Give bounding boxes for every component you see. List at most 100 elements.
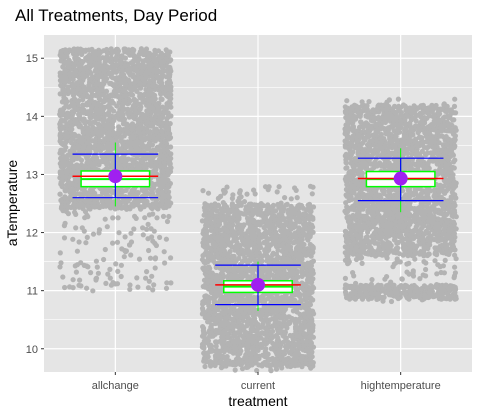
data-point <box>167 64 173 70</box>
data-point <box>114 239 121 245</box>
data-point <box>251 187 257 193</box>
data-point <box>263 316 269 322</box>
data-point <box>59 170 65 176</box>
data-point <box>275 247 281 253</box>
data-point <box>123 82 129 88</box>
data-point <box>90 288 96 294</box>
data-point <box>157 157 163 163</box>
data-point <box>222 318 228 324</box>
data-point <box>200 188 206 194</box>
data-point <box>128 60 134 66</box>
data-point <box>255 211 261 217</box>
data-point <box>63 77 69 83</box>
data-point <box>150 287 156 293</box>
data-point <box>296 316 302 322</box>
data-point <box>66 59 72 65</box>
data-point <box>73 225 79 231</box>
data-point <box>136 256 143 262</box>
data-point <box>248 216 254 222</box>
data-point <box>219 310 225 316</box>
data-point <box>142 156 148 162</box>
data-point <box>119 109 125 115</box>
data-point <box>238 322 244 328</box>
data-point <box>244 191 250 197</box>
data-point <box>146 247 152 254</box>
data-point <box>110 188 116 194</box>
data-point <box>258 202 264 208</box>
data-point <box>251 267 257 273</box>
data-point <box>102 246 108 253</box>
data-point <box>131 65 137 71</box>
data-point <box>140 225 146 231</box>
data-point <box>152 265 158 271</box>
data-point <box>160 213 167 219</box>
data-point <box>230 339 236 345</box>
data-point <box>57 250 63 256</box>
data-point <box>209 343 215 349</box>
data-point <box>105 93 111 99</box>
data-point <box>103 88 110 94</box>
data-point <box>59 110 65 116</box>
data-point <box>144 135 150 141</box>
data-point <box>144 226 150 232</box>
data-point <box>123 187 129 193</box>
data-point <box>60 54 66 60</box>
data-point <box>165 91 171 97</box>
data-point <box>127 72 133 78</box>
data-point <box>73 68 79 74</box>
data-point <box>104 46 110 53</box>
data-point <box>224 184 230 190</box>
data-point <box>254 329 260 335</box>
data-point <box>240 333 246 340</box>
data-point <box>113 261 119 267</box>
data-point <box>264 311 270 318</box>
data-point <box>58 260 64 266</box>
data-point <box>235 216 241 222</box>
data-point <box>250 313 256 319</box>
data-point <box>78 157 85 163</box>
data-point <box>140 99 146 105</box>
data-point <box>128 230 134 236</box>
data-point <box>157 115 163 121</box>
data-point <box>62 194 68 200</box>
data-point <box>64 50 70 56</box>
data-point <box>91 163 97 169</box>
data-point <box>101 256 107 263</box>
data-point <box>148 98 154 104</box>
data-point <box>92 61 98 67</box>
data-point <box>136 130 143 136</box>
data-point <box>150 238 156 244</box>
data-point <box>74 162 80 168</box>
data-point <box>126 142 132 148</box>
data-point <box>134 200 140 206</box>
data-point <box>157 147 163 154</box>
data-point <box>125 198 131 204</box>
data-point <box>104 224 110 230</box>
data-point <box>90 231 97 237</box>
data-point <box>83 198 89 204</box>
data-point <box>80 126 86 132</box>
data-point <box>107 126 113 132</box>
data-point <box>166 79 172 85</box>
data-point <box>135 147 141 153</box>
data-point <box>152 109 158 115</box>
data-point <box>206 307 212 313</box>
data-point <box>151 282 157 288</box>
data-point <box>230 324 236 330</box>
data-point <box>70 285 76 291</box>
data-point <box>111 69 117 75</box>
data-point <box>159 53 165 59</box>
data-point <box>209 279 215 285</box>
data-point <box>266 357 272 363</box>
data-point <box>70 88 76 94</box>
data-point <box>61 157 67 163</box>
data-point <box>272 323 278 329</box>
data-point <box>137 95 143 101</box>
data-point <box>80 47 86 53</box>
data-point <box>126 47 132 53</box>
data-point <box>300 271 306 277</box>
data-point <box>100 129 106 135</box>
data-point <box>128 92 134 98</box>
data-point <box>237 225 243 231</box>
data-point <box>94 69 100 75</box>
